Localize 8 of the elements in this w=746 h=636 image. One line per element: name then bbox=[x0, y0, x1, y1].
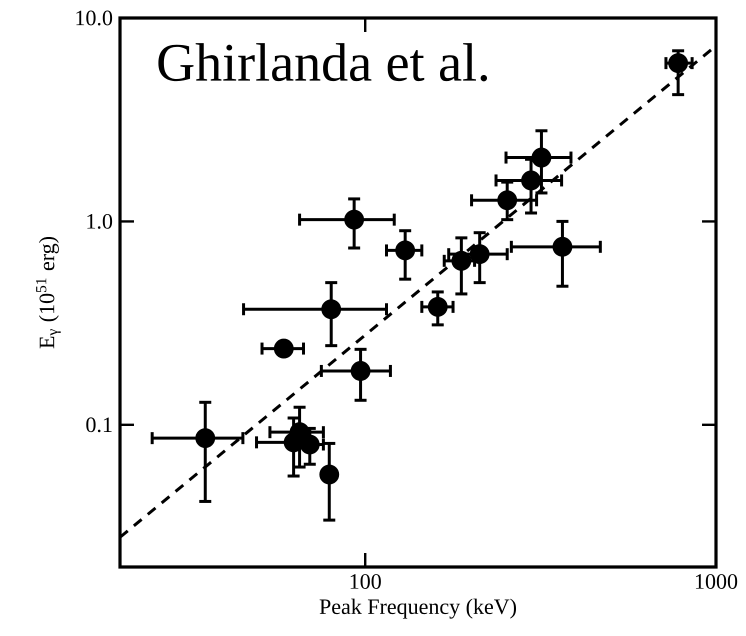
y-tick-label: 10.0 bbox=[76, 10, 112, 26]
y-tick-label: 1.0 bbox=[87, 214, 112, 229]
x-tick-label: 1000 bbox=[696, 574, 738, 589]
y-tick-label: 0.1 bbox=[86, 417, 112, 432]
x-tick-label: 100 bbox=[350, 574, 381, 589]
y-axis-title: E$_{γ}$ (10$^{51}$ erg) bbox=[36, 236, 61, 348]
x-axis-title: Peak Frequency (keV) bbox=[320, 598, 516, 619]
annotation: Ghirlanda et al. bbox=[158, 43, 488, 82]
